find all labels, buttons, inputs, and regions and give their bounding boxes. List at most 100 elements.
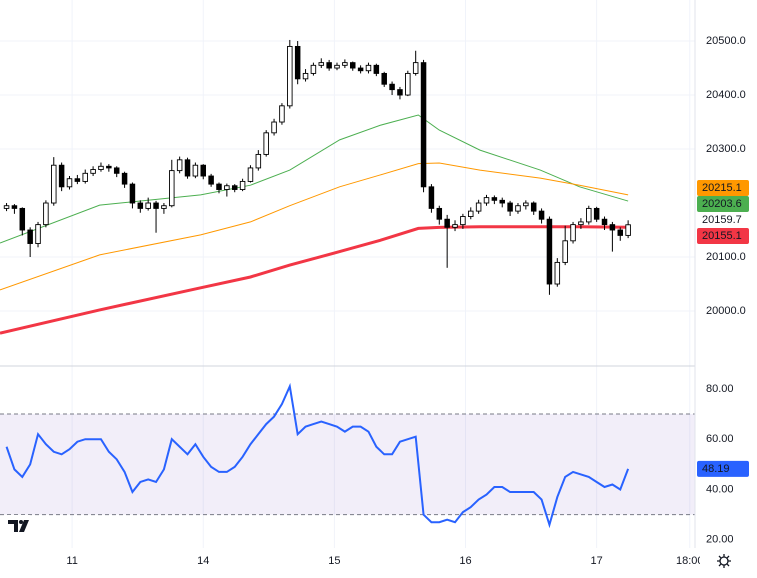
candle-body bbox=[546, 218, 553, 285]
candle-body bbox=[318, 62, 325, 66]
price-badge-bg bbox=[697, 195, 749, 212]
candle-body bbox=[334, 64, 340, 69]
candle-body bbox=[373, 64, 380, 74]
y-tick-label: 20000.0 bbox=[706, 305, 746, 317]
candle-body bbox=[420, 62, 427, 188]
candle-body bbox=[263, 132, 269, 155]
y-tick-label: 80.00 bbox=[706, 383, 734, 395]
candle-body bbox=[562, 240, 568, 263]
candle-body bbox=[625, 224, 631, 236]
candle-body bbox=[106, 165, 112, 169]
candle-body bbox=[515, 205, 521, 212]
y-tick-label: 20300.0 bbox=[706, 143, 746, 155]
candle-body bbox=[570, 224, 576, 242]
candle-body bbox=[121, 172, 128, 185]
x-tick-label: 11 bbox=[66, 555, 77, 567]
candle-body bbox=[19, 207, 26, 231]
y-tick-label: 20.00 bbox=[706, 534, 734, 546]
candle-body bbox=[255, 153, 262, 169]
candle-body bbox=[554, 261, 561, 285]
candle-body bbox=[586, 207, 592, 223]
candle-body bbox=[3, 205, 10, 209]
candle-body bbox=[169, 170, 175, 207]
moving-average-line bbox=[0, 225, 629, 335]
moving-average-line bbox=[0, 114, 629, 244]
candle-body bbox=[405, 72, 411, 96]
candle-body bbox=[58, 164, 65, 188]
candle-body bbox=[436, 207, 443, 220]
candle-body bbox=[499, 199, 505, 204]
candle-body bbox=[176, 159, 183, 172]
settings-icon[interactable] bbox=[717, 554, 731, 568]
price-badge: 20215.1 bbox=[702, 182, 742, 194]
candle-body bbox=[326, 62, 332, 69]
candle-body bbox=[617, 229, 624, 236]
candle-body bbox=[192, 164, 199, 177]
candle-body bbox=[460, 216, 466, 226]
candle-body bbox=[74, 178, 81, 182]
y-tick-label: 20500.0 bbox=[706, 35, 746, 47]
candle-body bbox=[287, 45, 293, 107]
candle-body bbox=[184, 159, 191, 177]
candle-body bbox=[247, 167, 254, 182]
x-tick-label: 17 bbox=[591, 555, 603, 567]
candle-body bbox=[27, 229, 33, 244]
candle-body bbox=[302, 72, 309, 80]
y-tick-label: 60.00 bbox=[706, 433, 734, 445]
candle-body bbox=[475, 202, 482, 212]
candle-body bbox=[491, 197, 498, 201]
x-tick-label: 18:00 bbox=[676, 555, 704, 567]
candle-body bbox=[279, 105, 285, 123]
candle-body bbox=[82, 172, 88, 182]
y-tick-label: 40.00 bbox=[706, 483, 734, 495]
candle-body bbox=[397, 89, 403, 96]
candle-body bbox=[98, 165, 104, 170]
candle-body bbox=[593, 207, 600, 220]
candle-body bbox=[412, 62, 419, 74]
candle-body bbox=[294, 45, 301, 80]
candle-body bbox=[342, 62, 348, 66]
candle-body bbox=[216, 183, 222, 190]
candle-body bbox=[90, 169, 96, 174]
candle-body bbox=[578, 221, 584, 226]
candle-body bbox=[129, 183, 136, 204]
candle-body bbox=[538, 210, 545, 220]
candle-body bbox=[113, 167, 120, 174]
candle-body bbox=[208, 175, 214, 185]
candle-body bbox=[153, 202, 159, 209]
price-badge: 20203.6 bbox=[702, 198, 742, 210]
candle-body bbox=[310, 64, 317, 74]
candle-body bbox=[200, 164, 207, 177]
x-tick-label: 16 bbox=[459, 555, 471, 567]
x-tick-label: 15 bbox=[328, 555, 340, 567]
candle-body bbox=[530, 202, 537, 212]
candle-body bbox=[66, 178, 73, 188]
candle-body bbox=[35, 224, 41, 244]
candle-body bbox=[43, 202, 49, 226]
candle-body bbox=[357, 67, 364, 72]
moving-average-line bbox=[0, 162, 629, 291]
price-badge: 20159.7 bbox=[702, 214, 742, 226]
candle-body bbox=[11, 205, 18, 209]
candle-body bbox=[137, 202, 144, 209]
rsi-line bbox=[5, 382, 630, 529]
candle-body bbox=[428, 186, 435, 209]
candle-body bbox=[51, 164, 57, 204]
candle-body bbox=[444, 218, 450, 228]
candle-body bbox=[468, 210, 474, 217]
candle-body bbox=[239, 180, 246, 190]
candle-body bbox=[349, 62, 356, 69]
candle-body bbox=[271, 121, 277, 134]
candle-body bbox=[389, 83, 395, 91]
candle-body bbox=[231, 185, 238, 190]
candle-body bbox=[609, 224, 616, 231]
y-tick-label: 20400.0 bbox=[706, 89, 746, 101]
candle-body bbox=[601, 218, 608, 226]
x-tick-label: 14 bbox=[197, 555, 209, 567]
candle-body bbox=[145, 202, 151, 209]
logo bbox=[5, 515, 32, 537]
candle-body bbox=[523, 202, 529, 207]
candle-body bbox=[161, 205, 167, 209]
rsi-badge-bg bbox=[697, 460, 749, 477]
